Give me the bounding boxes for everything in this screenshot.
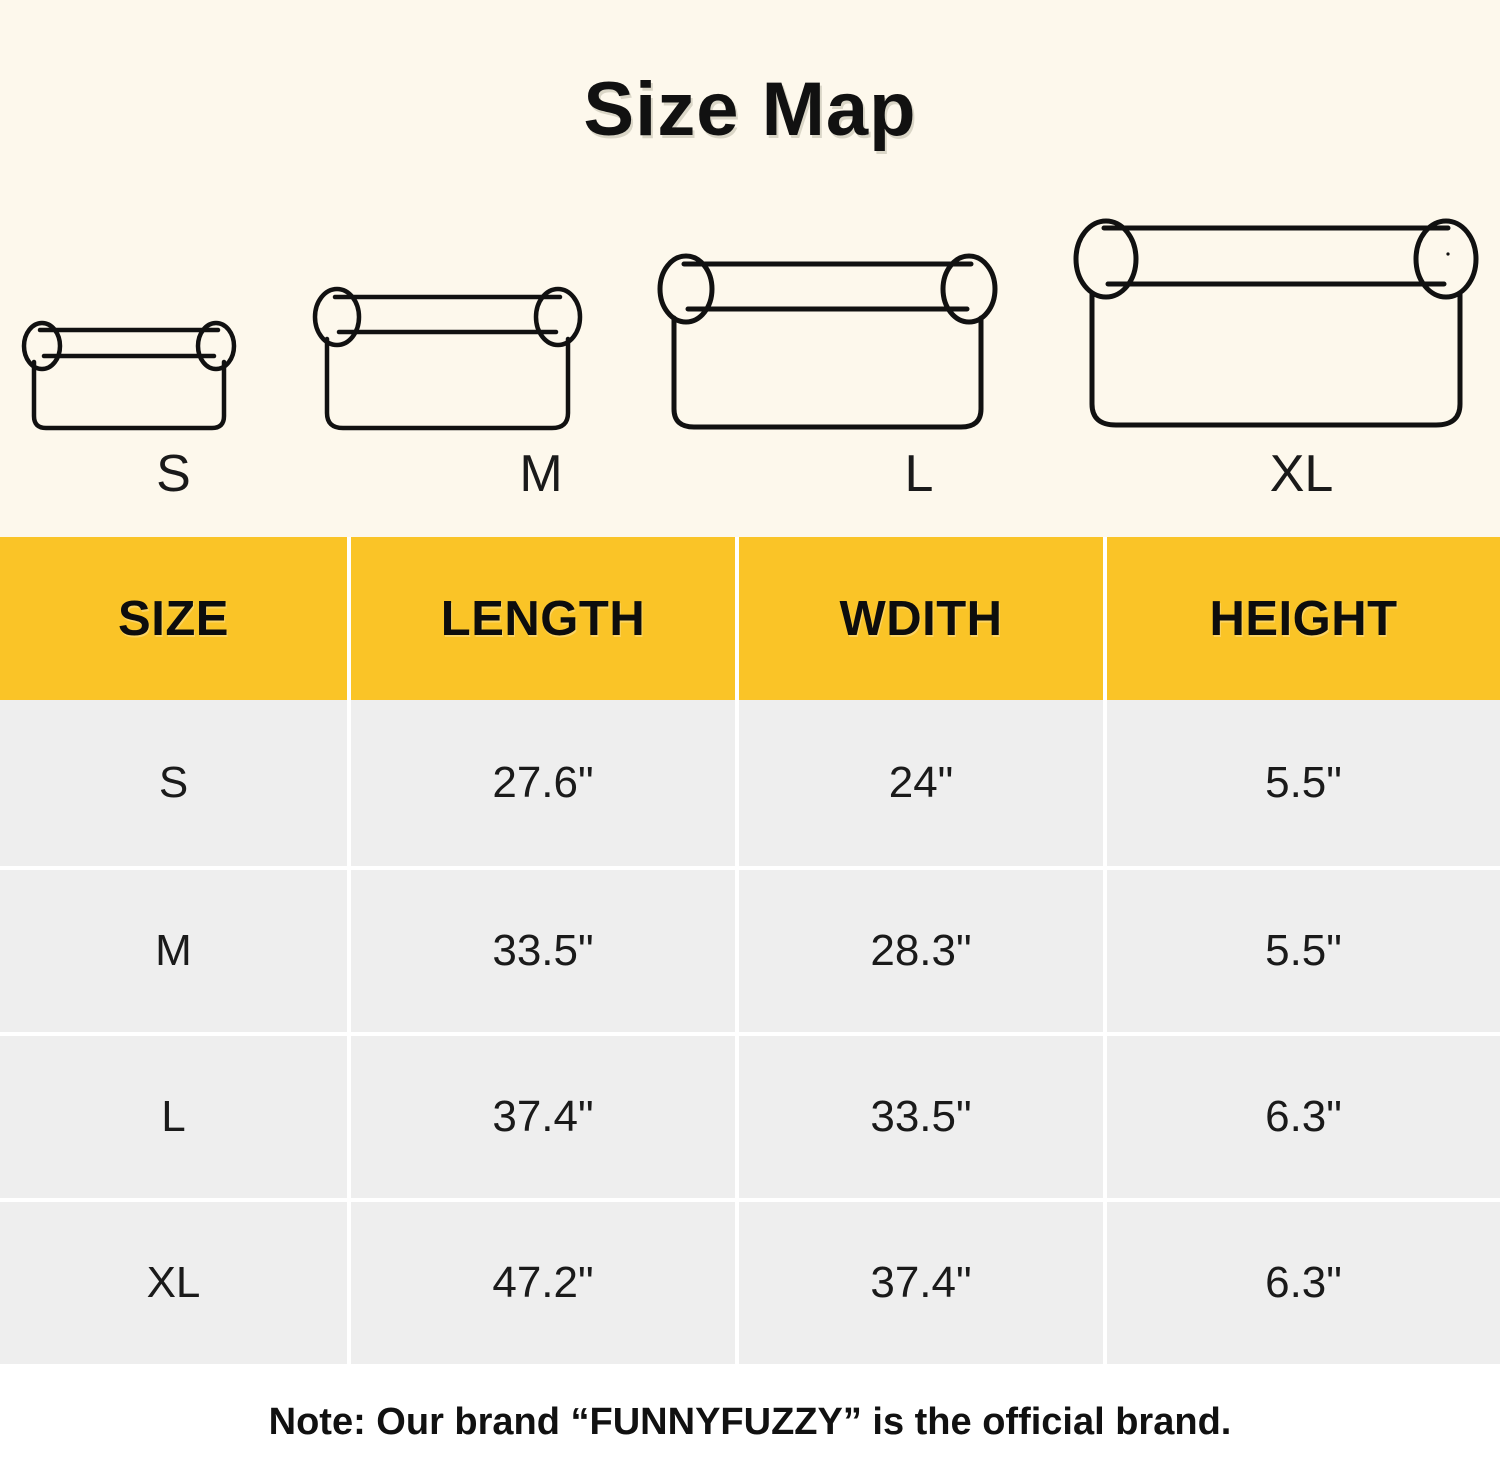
bed-illustration-xl — [1066, 208, 1486, 436]
cell-value: 5.5" — [1265, 926, 1342, 975]
bed-illustration-row — [0, 196, 1500, 436]
cell-value: M — [155, 926, 192, 975]
size-label-m: M — [519, 445, 563, 503]
table-row: L 37.4" 33.5" 6.3" — [0, 1032, 1500, 1198]
table-row: M 33.5" 28.3" 5.5" — [0, 866, 1500, 1032]
table-header-row: SIZE LENGTH WDITH HEIGHT — [0, 537, 1500, 700]
cell-value: 33.5" — [492, 926, 594, 975]
cell-length: 27.6" — [347, 700, 735, 866]
cell-width: 24" — [735, 700, 1103, 866]
column-header-height: HEIGHT — [1103, 537, 1500, 700]
cell-value: 6.3" — [1265, 1092, 1342, 1141]
cell-length: 37.4" — [347, 1036, 735, 1198]
cell-value: XL — [146, 1258, 201, 1307]
cell-value: 37.4" — [870, 1258, 972, 1307]
cell-width: 37.4" — [735, 1202, 1103, 1364]
bed-illustration-m — [305, 281, 590, 436]
size-table: SIZE LENGTH WDITH HEIGHT S 27.6" 24" — [0, 537, 1500, 1364]
cell-size: M — [0, 870, 347, 1032]
size-label-row: S M L XL — [0, 444, 1500, 514]
cell-width: 28.3" — [735, 870, 1103, 1032]
cell-length: 47.2" — [347, 1202, 735, 1364]
dog-bed-icon — [1073, 218, 1479, 428]
cell-length: 33.5" — [347, 870, 735, 1032]
bed-illustration-l — [650, 246, 1005, 436]
cell-value: 5.5" — [1265, 758, 1342, 807]
brand-note: Note: Our brand “FUNNYFUZZY” is the offi… — [268, 1401, 1232, 1443]
dog-bed-icon — [657, 253, 998, 430]
size-label-xl: XL — [1269, 445, 1334, 503]
cell-size: S — [0, 700, 347, 866]
cell-value: 37.4" — [492, 1092, 594, 1141]
column-header-size: SIZE — [0, 537, 347, 700]
column-header-width: WDITH — [735, 537, 1103, 700]
cell-height: 6.3" — [1103, 1036, 1500, 1198]
cell-value: 47.2" — [492, 1258, 594, 1307]
table-row: S 27.6" 24" 5.5" — [0, 700, 1500, 866]
cell-size: L — [0, 1036, 347, 1198]
dog-bed-icon — [312, 286, 582, 431]
column-header-length: LENGTH — [347, 537, 735, 700]
size-label-s: S — [156, 445, 191, 503]
page-title: Size Map — [583, 67, 917, 152]
footer-area: Note: Our brand “FUNNYFUZZY” is the offi… — [0, 1364, 1500, 1481]
cell-value: L — [161, 1092, 186, 1141]
column-header-label: LENGTH — [440, 591, 646, 646]
cell-height: 5.5" — [1103, 870, 1500, 1032]
column-header-label: SIZE — [118, 591, 229, 646]
table-row: XL 47.2" 37.4" 6.3" — [0, 1198, 1500, 1364]
column-header-label: WDITH — [839, 591, 1003, 646]
cell-value: 28.3" — [870, 926, 972, 975]
cell-value: 24" — [888, 758, 954, 807]
size-label-l: L — [904, 445, 934, 503]
dog-bed-icon — [21, 320, 237, 431]
cell-value: 33.5" — [870, 1092, 972, 1141]
cell-value: S — [158, 758, 189, 807]
bed-illustration-s — [14, 316, 244, 436]
cell-height: 6.3" — [1103, 1202, 1500, 1364]
cell-width: 33.5" — [735, 1036, 1103, 1198]
cell-size: XL — [0, 1202, 347, 1364]
cell-height: 5.5" — [1103, 700, 1500, 866]
column-header-label: HEIGHT — [1209, 591, 1398, 646]
illustration-panel: Size Map — [0, 0, 1500, 537]
cell-value: 27.6" — [492, 758, 594, 807]
cell-value: 6.3" — [1265, 1258, 1342, 1307]
